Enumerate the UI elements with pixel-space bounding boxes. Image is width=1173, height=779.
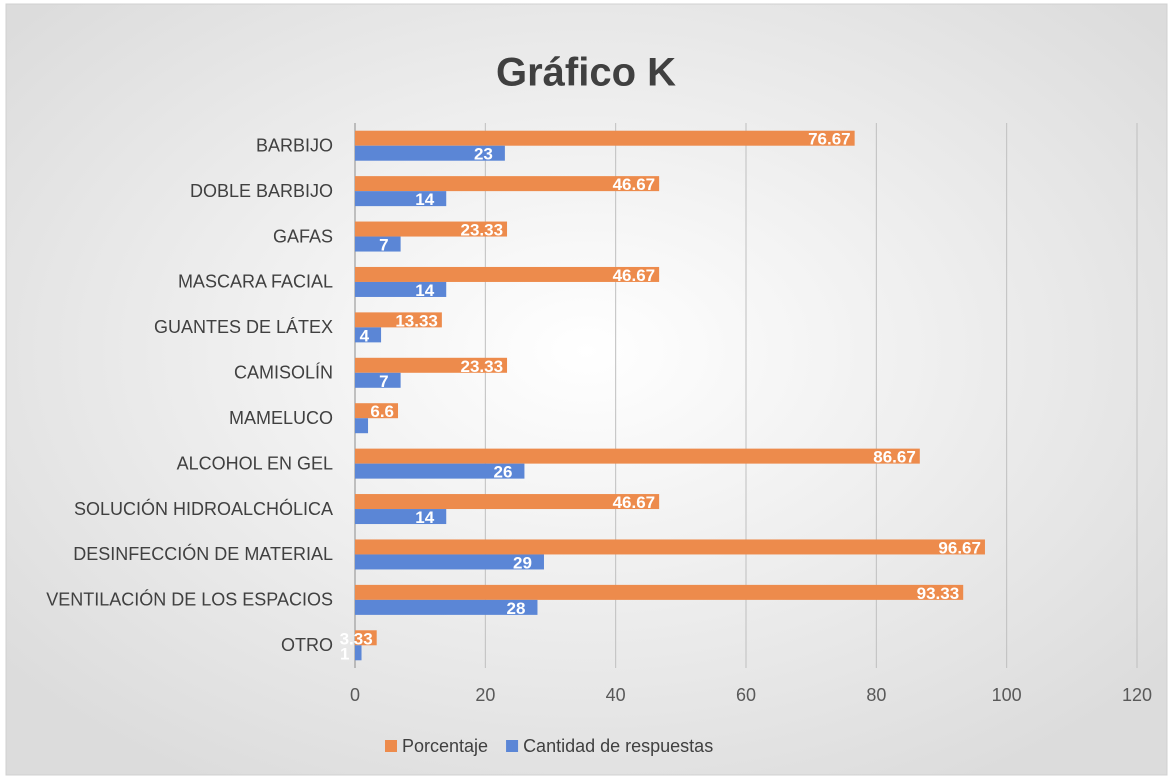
data-label: 46.67 <box>613 266 656 285</box>
y-tick-label: MASCARA FACIAL <box>178 272 333 292</box>
bar <box>355 281 447 297</box>
data-label: 4 <box>360 326 370 345</box>
bar <box>355 176 660 192</box>
bar <box>355 554 544 570</box>
chart-title: Gráfico K <box>496 51 676 95</box>
y-tick-label: GUANTES DE LÁTEX <box>154 317 333 337</box>
data-label: 93.33 <box>917 584 960 603</box>
data-label: 6.6 <box>370 402 394 421</box>
data-label: 23.33 <box>460 357 503 376</box>
y-tick-label: ALCOHOL EN GEL <box>177 453 333 473</box>
bar <box>355 584 964 600</box>
bar <box>355 130 855 146</box>
x-tick-label: 60 <box>736 685 756 705</box>
bar <box>355 312 442 328</box>
bar <box>355 509 447 525</box>
data-label: 13.33 <box>395 311 438 330</box>
x-tick-label: 0 <box>350 685 360 705</box>
legend-label: Cantidad de respuestas <box>523 736 713 756</box>
bar <box>355 236 401 252</box>
bar <box>355 357 508 373</box>
bar <box>355 463 525 479</box>
bar <box>355 266 660 282</box>
bar <box>355 403 399 419</box>
bar <box>355 221 508 237</box>
data-label: 76.67 <box>808 130 851 149</box>
data-label: 26 <box>494 463 513 482</box>
y-tick-label: VENTILACIÓN DE LOS ESPACIOS <box>46 589 333 610</box>
bar <box>355 539 985 555</box>
data-label: 29 <box>513 553 532 572</box>
chart-background <box>5 3 1168 776</box>
y-tick-label: OTRO <box>281 635 333 655</box>
data-label: 14 <box>415 281 434 300</box>
data-label: 7 <box>379 372 388 391</box>
data-label: 86.67 <box>873 448 916 467</box>
legend-swatch <box>506 740 519 752</box>
data-label: 14 <box>415 190 434 209</box>
data-label: 46.67 <box>613 493 656 512</box>
data-label: 1 <box>340 644 349 663</box>
bar <box>355 418 369 434</box>
bar <box>355 372 401 388</box>
data-label: 23 <box>474 145 493 164</box>
y-tick-label: DOBLE BARBIJO <box>190 181 333 201</box>
bar <box>355 630 377 646</box>
data-label: 23.33 <box>460 221 503 240</box>
bar <box>355 599 538 615</box>
legend-swatch <box>385 740 397 752</box>
bar <box>355 191 447 207</box>
x-tick-label: 20 <box>475 685 495 705</box>
data-label: 14 <box>415 508 434 527</box>
bar <box>355 494 660 510</box>
y-tick-label: SOLUCIÓN HIDROALCHÓLICA <box>74 498 333 519</box>
y-tick-label: DESINFECCIÓN DE MATERIAL <box>73 543 333 564</box>
bar <box>355 645 362 661</box>
data-label: 7 <box>379 236 388 255</box>
y-tick-label: GAFAS <box>273 226 333 246</box>
bar <box>355 327 382 343</box>
x-tick-label: 120 <box>1122 685 1152 705</box>
bar <box>355 448 920 464</box>
x-tick-label: 40 <box>606 685 626 705</box>
data-label: 46.67 <box>613 175 656 194</box>
data-label: 3.33 <box>340 629 373 648</box>
bar <box>355 145 505 161</box>
y-tick-label: MAMELUCO <box>229 408 333 428</box>
y-tick-label: CAMISOLÍN <box>234 363 333 383</box>
x-tick-label: 80 <box>866 685 886 705</box>
legend-label: Porcentaje <box>402 736 488 756</box>
data-label: 28 <box>507 599 526 618</box>
x-tick-label: 100 <box>992 685 1022 705</box>
y-tick-label: BARBIJO <box>256 135 333 155</box>
data-label: 96.67 <box>938 538 981 557</box>
